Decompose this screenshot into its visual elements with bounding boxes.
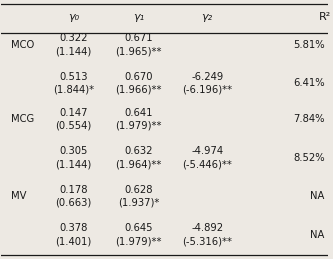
Text: R²: R² (319, 12, 331, 22)
Text: NA: NA (310, 191, 325, 201)
Text: 0.513
(1.844)*: 0.513 (1.844)* (53, 72, 94, 95)
Text: 0.645
(1.979)**: 0.645 (1.979)** (115, 223, 162, 246)
Text: 0.147
(0.554): 0.147 (0.554) (55, 108, 91, 131)
Text: 0.670
(1.966)**: 0.670 (1.966)** (115, 72, 162, 95)
Text: -6.249
(-6.196)**: -6.249 (-6.196)** (182, 72, 232, 95)
Text: 0.641
(1.979)**: 0.641 (1.979)** (115, 108, 162, 131)
Text: 8.52%: 8.52% (293, 153, 325, 163)
Text: NA: NA (310, 229, 325, 240)
Text: MCO: MCO (11, 40, 34, 50)
Text: MCG: MCG (11, 114, 34, 124)
Text: 0.322
(1.144): 0.322 (1.144) (55, 33, 91, 56)
Text: 0.632
(1.964)**: 0.632 (1.964)** (116, 146, 162, 169)
Text: γ₂: γ₂ (202, 12, 213, 22)
Text: γ₁: γ₁ (133, 12, 144, 22)
Text: 0.378
(1.401): 0.378 (1.401) (55, 223, 91, 246)
Text: MV: MV (11, 191, 27, 201)
Text: 7.84%: 7.84% (293, 114, 325, 124)
Text: 5.81%: 5.81% (293, 40, 325, 50)
Text: γ₀: γ₀ (68, 12, 79, 22)
Text: 6.41%: 6.41% (293, 78, 325, 88)
Text: 0.178
(0.663): 0.178 (0.663) (55, 184, 91, 208)
Text: -4.892
(-5.316)**: -4.892 (-5.316)** (182, 223, 232, 246)
Text: 0.628
(1.937)*: 0.628 (1.937)* (118, 184, 159, 208)
Text: 0.671
(1.965)**: 0.671 (1.965)** (115, 33, 162, 56)
Text: 0.305
(1.144): 0.305 (1.144) (55, 146, 91, 169)
Text: -4.974
(-5.446)**: -4.974 (-5.446)** (182, 146, 232, 169)
